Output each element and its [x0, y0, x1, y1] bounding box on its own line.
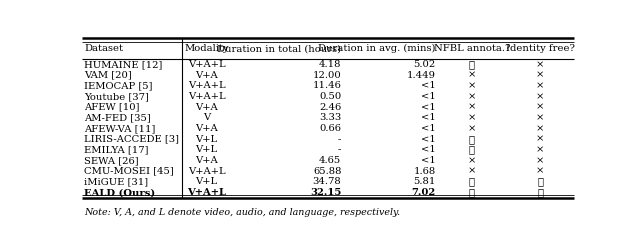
Text: CMU-MOSEI [45]: CMU-MOSEI [45] — [84, 167, 173, 176]
Text: ✓: ✓ — [469, 177, 475, 186]
Text: 1.68: 1.68 — [413, 167, 436, 176]
Text: V+L: V+L — [195, 145, 218, 154]
Text: ✓: ✓ — [469, 188, 475, 197]
Text: IEMOCAP [5]: IEMOCAP [5] — [84, 81, 152, 90]
Text: 0.50: 0.50 — [319, 92, 341, 101]
Text: ✓: ✓ — [469, 60, 475, 69]
Text: ×: × — [468, 71, 476, 80]
Text: EALD (Ours): EALD (Ours) — [84, 188, 156, 197]
Text: ✓: ✓ — [537, 188, 543, 197]
Text: ×: × — [536, 71, 544, 80]
Text: AFEW-VA [11]: AFEW-VA [11] — [84, 124, 156, 133]
Text: 4.18: 4.18 — [319, 60, 341, 69]
Text: ✓: ✓ — [469, 135, 475, 144]
Text: ✓: ✓ — [537, 177, 543, 186]
Text: NFBL annota.?: NFBL annota.? — [434, 44, 510, 53]
Text: 5.81: 5.81 — [413, 177, 436, 186]
Text: HUMAINE [12]: HUMAINE [12] — [84, 60, 163, 69]
Text: V+A+L: V+A+L — [188, 92, 225, 101]
Text: <1: <1 — [421, 135, 436, 144]
Text: V+A+L: V+A+L — [188, 81, 225, 90]
Text: ×: × — [468, 103, 476, 112]
Text: V: V — [203, 113, 210, 122]
Text: ×: × — [536, 103, 544, 112]
Text: ×: × — [468, 113, 476, 122]
Text: 7.02: 7.02 — [412, 188, 436, 197]
Text: Youtube [37]: Youtube [37] — [84, 92, 149, 101]
Text: VAM [20]: VAM [20] — [84, 71, 132, 80]
Text: iMiGUE [31]: iMiGUE [31] — [84, 177, 148, 186]
Text: Note: V, A, and L denote video, audio, and language, respectively.: Note: V, A, and L denote video, audio, a… — [84, 208, 400, 217]
Text: ×: × — [536, 92, 544, 101]
Text: 1.449: 1.449 — [406, 71, 436, 80]
Text: ✓: ✓ — [469, 145, 475, 154]
Text: 34.78: 34.78 — [313, 177, 341, 186]
Text: ×: × — [468, 124, 476, 133]
Text: -: - — [338, 145, 341, 154]
Text: 4.65: 4.65 — [319, 156, 341, 165]
Text: AM-FED [35]: AM-FED [35] — [84, 113, 150, 122]
Text: V+A: V+A — [195, 124, 218, 133]
Text: Dataset: Dataset — [84, 44, 123, 53]
Text: V+A: V+A — [195, 71, 218, 80]
Text: V+A+L: V+A+L — [187, 188, 226, 197]
Text: 2.46: 2.46 — [319, 103, 341, 112]
Text: ×: × — [536, 60, 544, 69]
Text: ×: × — [536, 113, 544, 122]
Text: 11.46: 11.46 — [312, 81, 341, 90]
Text: 3.33: 3.33 — [319, 113, 341, 122]
Text: 0.66: 0.66 — [319, 124, 341, 133]
Text: ×: × — [468, 156, 476, 165]
Text: LIRIS-ACCEDE [3]: LIRIS-ACCEDE [3] — [84, 135, 179, 144]
Text: SEWA [26]: SEWA [26] — [84, 156, 139, 165]
Text: <1: <1 — [421, 124, 436, 133]
Text: ×: × — [536, 135, 544, 144]
Text: 32.15: 32.15 — [310, 188, 341, 197]
Text: ×: × — [536, 81, 544, 90]
Text: <1: <1 — [421, 103, 436, 112]
Text: V+L: V+L — [195, 135, 218, 144]
Text: 65.88: 65.88 — [313, 167, 341, 176]
Text: <1: <1 — [421, 113, 436, 122]
Text: <1: <1 — [421, 145, 436, 154]
Text: -: - — [338, 135, 341, 144]
Text: Duration in avg. (mins): Duration in avg. (mins) — [318, 44, 436, 53]
Text: Modality: Modality — [184, 44, 228, 53]
Text: ×: × — [468, 81, 476, 90]
Text: ×: × — [536, 167, 544, 176]
Text: V+A+L: V+A+L — [188, 60, 225, 69]
Text: V+A+L: V+A+L — [188, 167, 225, 176]
Text: V+A: V+A — [195, 156, 218, 165]
Text: 5.02: 5.02 — [413, 60, 436, 69]
Text: Duration in total (hours): Duration in total (hours) — [217, 44, 341, 53]
Text: ×: × — [536, 156, 544, 165]
Text: <1: <1 — [421, 92, 436, 101]
Text: ×: × — [468, 167, 476, 176]
Text: ×: × — [536, 145, 544, 154]
Text: V+L: V+L — [195, 177, 218, 186]
Text: Identity free?: Identity free? — [506, 44, 575, 53]
Text: 12.00: 12.00 — [313, 71, 341, 80]
Text: <1: <1 — [421, 81, 436, 90]
Text: EMILYA [17]: EMILYA [17] — [84, 145, 148, 154]
Text: ×: × — [468, 92, 476, 101]
Text: <1: <1 — [421, 156, 436, 165]
Text: V+A: V+A — [195, 103, 218, 112]
Text: ×: × — [536, 124, 544, 133]
Text: AFEW [10]: AFEW [10] — [84, 103, 140, 112]
